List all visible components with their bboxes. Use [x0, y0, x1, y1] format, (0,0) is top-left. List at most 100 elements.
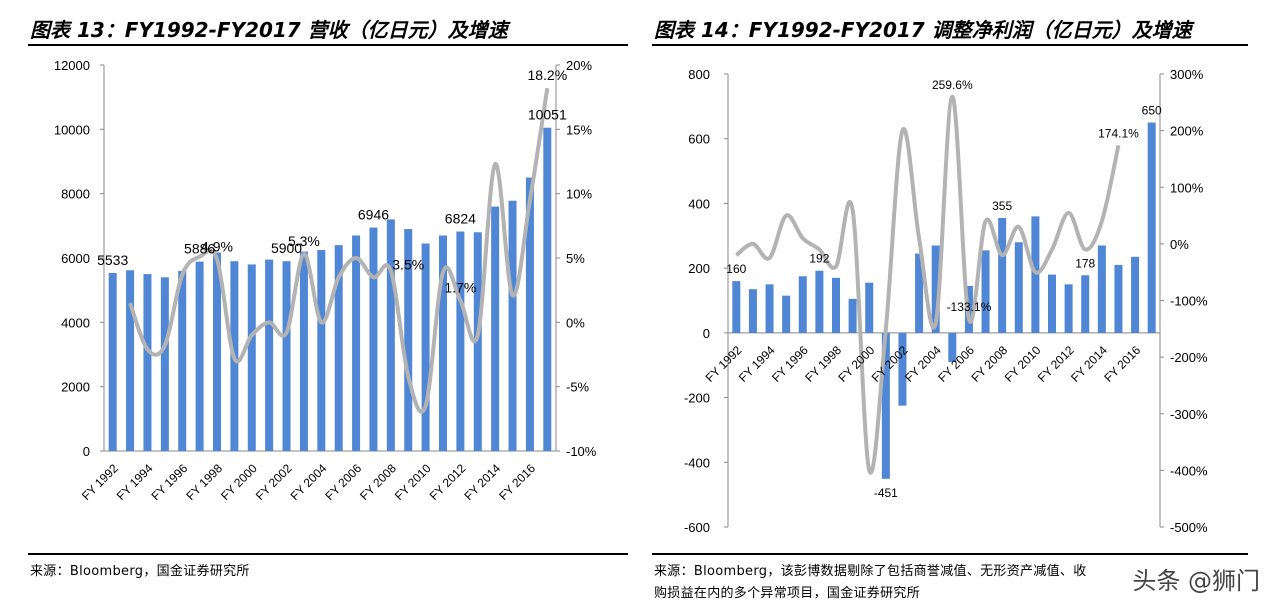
chart-title: 图表 13：FY1992-FY2017 营收（亿日元）及增速 [30, 18, 508, 42]
bar [1131, 256, 1140, 333]
right-tick-label: -400% [1170, 463, 1208, 478]
bar [386, 219, 395, 451]
chart-title: 图表 14：FY1992-FY2017 调整净利润（亿日元）及增速 [654, 18, 1192, 42]
right-tick-label: 15% [566, 122, 592, 137]
data-label: 174.1% [1098, 126, 1139, 140]
bar [213, 252, 221, 451]
right-tick-label: -500% [1170, 520, 1208, 535]
bar [265, 259, 274, 451]
bar [439, 235, 447, 451]
bar [334, 245, 343, 451]
data-label: 650 [1142, 104, 1162, 118]
bar [881, 332, 890, 479]
left-tick-label: 8000 [61, 187, 90, 202]
left-tick-label: 400 [688, 196, 710, 211]
x-tick-label: FY 2012 [427, 461, 469, 503]
right-tick-label: 100% [1170, 180, 1204, 195]
bar [491, 206, 500, 451]
net-profit-chart: -600 -400 -200 0 200 400 600 800 -500% -400% -300%… [684, 67, 1208, 535]
left-tick-label: 0 [703, 326, 710, 341]
x-tick-label: FY 1996 [149, 461, 191, 503]
watermark: 头条 @狮门 [1126, 561, 1266, 596]
source-divider [652, 553, 1248, 555]
x-tick-label: FY 2014 [461, 461, 503, 503]
x-tick-label: FY 2010 [392, 461, 434, 503]
data-label: 160 [726, 262, 746, 276]
bar [1064, 284, 1073, 333]
left-tick-label: 600 [688, 132, 710, 147]
bar [508, 200, 517, 451]
bar [1031, 216, 1040, 333]
chart-panel-net-profit: 图表 14：FY1992-FY2017 调整净利润（亿日元）及增速 -600 -4… [652, 0, 1282, 608]
bar [931, 245, 940, 333]
bar [178, 270, 187, 451]
right-tick-label: 0% [1170, 237, 1189, 252]
left-tick-label: -600 [684, 520, 710, 535]
bar [732, 281, 741, 333]
bar [981, 250, 990, 333]
left-tick-label: 200 [688, 261, 710, 276]
bar [1081, 275, 1090, 333]
right-tick-label: -300% [1170, 407, 1208, 422]
bar [898, 332, 907, 406]
data-label: 18.2% [527, 67, 567, 83]
bar [848, 298, 857, 333]
data-label: 178 [1075, 256, 1095, 270]
bar [748, 289, 757, 333]
bar [282, 261, 291, 451]
bar [404, 229, 413, 451]
right-tick-label: 10% [566, 187, 592, 202]
bar [1014, 242, 1023, 333]
title-divider [652, 44, 1248, 46]
data-label: 5886 [184, 241, 215, 257]
bar [915, 253, 924, 333]
left-tick-label: 0 [83, 444, 90, 459]
bar [1147, 122, 1156, 333]
x-tick-label: FY 2016 [1101, 343, 1143, 385]
data-label: 1.7% [444, 279, 476, 295]
bar [765, 284, 774, 333]
bar [798, 276, 807, 333]
data-label: 5.3% [288, 233, 320, 249]
bar [543, 127, 552, 451]
bar [1114, 264, 1123, 333]
bar [143, 274, 152, 451]
data-label: 5533 [97, 252, 128, 268]
left-tick-label: 2000 [61, 380, 90, 395]
data-label: 355 [992, 199, 1012, 213]
bar [299, 251, 308, 451]
source-note-line-2: 购损益在内的多个异常项目，国金证券研究所 [654, 586, 921, 601]
bar [160, 277, 169, 451]
right-tick-label: -100% [1170, 294, 1208, 309]
x-tick-label: FY 1994 [114, 461, 156, 503]
bar [525, 177, 534, 452]
data-label: -451 [874, 486, 898, 500]
right-tick-label: 20% [566, 58, 592, 73]
x-tick-label: FY 2000 [218, 461, 260, 503]
data-label: -133.1% [947, 300, 992, 314]
growth-line [128, 87, 550, 414]
bar [195, 261, 204, 451]
bar [815, 270, 824, 333]
left-tick-label: 10000 [54, 122, 90, 137]
x-tick-label: FY 1998 [183, 461, 225, 503]
x-tick-label: FY 2004 [288, 461, 330, 503]
right-tick-label: 300% [1170, 67, 1204, 82]
right-tick-label: 200% [1170, 124, 1204, 139]
data-label: 3.5% [392, 256, 424, 272]
bar [126, 270, 135, 451]
data-label: 6946 [358, 207, 389, 223]
bar [865, 282, 874, 333]
bar [421, 243, 430, 451]
bar [317, 249, 326, 451]
right-tick-label: 5% [566, 251, 585, 266]
bar [998, 217, 1007, 333]
bar [1097, 245, 1106, 333]
right-tick-label: -200% [1170, 350, 1208, 365]
bar [247, 264, 256, 451]
bar [832, 277, 840, 333]
bar [782, 295, 791, 333]
left-tick-label: 6000 [61, 251, 90, 266]
x-tick-label: FY 2008 [357, 461, 399, 503]
source-divider [28, 553, 628, 555]
